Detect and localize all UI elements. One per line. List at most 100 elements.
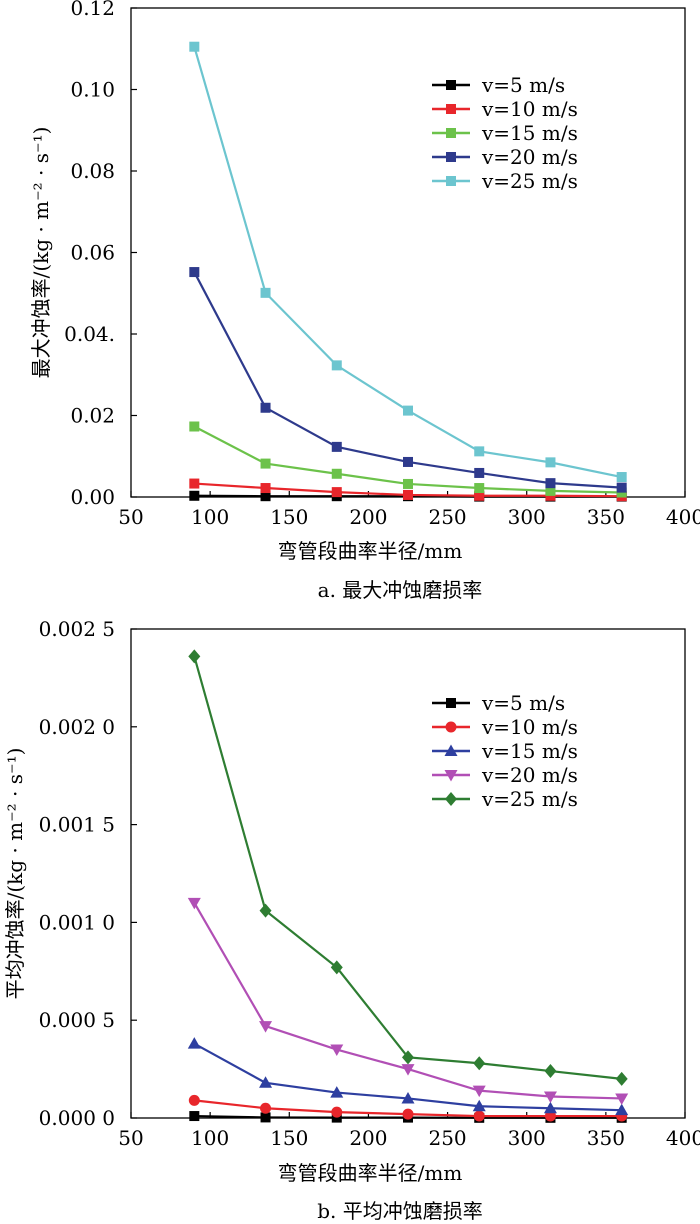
legend-label: v=10 m/s xyxy=(481,97,578,121)
data-point xyxy=(189,267,200,278)
data-point xyxy=(331,1106,343,1118)
series-line xyxy=(193,271,622,489)
y-axis-title: 最大冲蚀率/(kg · m⁻² · s⁻¹) xyxy=(29,127,53,379)
data-point xyxy=(401,1091,415,1104)
data-point xyxy=(403,405,413,416)
y-tick-label: 0.10 xyxy=(70,78,115,102)
x-tick-label: 250 xyxy=(428,505,466,529)
chart-a-max-erosion-rate: 50 100 150 200 250 300 350 400 0.00 0.02 0.04. 0.06… xyxy=(29,0,700,602)
chart-caption: b. 平均冲蚀磨损率 xyxy=(317,1199,483,1223)
data-point xyxy=(260,1112,271,1123)
plot-frame xyxy=(130,628,686,1119)
x-tick-label: 250 xyxy=(428,1126,466,1150)
series-1 xyxy=(188,1094,628,1122)
data-point xyxy=(330,1044,344,1057)
data-point xyxy=(472,1099,486,1112)
legend-marker xyxy=(446,698,456,708)
data-point xyxy=(331,487,342,498)
data-point xyxy=(260,491,271,502)
series-4 xyxy=(189,41,627,483)
x-tick-label: 50 xyxy=(118,505,143,529)
data-point xyxy=(403,489,413,500)
y-tick-label: 0.001 0 xyxy=(39,910,115,934)
data-point xyxy=(615,1103,629,1116)
data-point xyxy=(615,1093,629,1105)
legend-marker xyxy=(444,744,458,756)
data-point xyxy=(260,458,271,469)
x-tick-label: 200 xyxy=(349,505,387,529)
legend-marker xyxy=(444,770,458,782)
x-tick-label: 200 xyxy=(349,1126,387,1150)
plot-frame xyxy=(130,7,686,498)
y-tick-label: 0.001 5 xyxy=(39,813,115,837)
data-point xyxy=(189,478,200,489)
y-tick-label: 0.002 5 xyxy=(39,617,115,641)
data-point xyxy=(545,485,556,496)
data-point xyxy=(259,903,272,918)
legend-label: v=20 m/s xyxy=(481,763,578,787)
series-2 xyxy=(187,1037,629,1116)
y-tick-label: 0.00 xyxy=(70,485,115,509)
data-point xyxy=(401,1064,415,1076)
data-point xyxy=(187,897,201,910)
data-point xyxy=(402,1108,414,1120)
legend-label: v=5 m/s xyxy=(481,691,565,715)
x-tick-label: 400 xyxy=(666,505,700,529)
legend-label: v=25 m/s xyxy=(481,169,578,193)
x-tick-label: 50 xyxy=(118,1126,143,1150)
legend-marker xyxy=(446,80,456,90)
data-point xyxy=(331,468,342,479)
x-axis-title: 弯管段曲率半径/mm xyxy=(278,1161,463,1185)
data-point xyxy=(260,287,271,298)
legend: v=5 m/sv=10 m/sv=15 m/sv=20 m/sv=25 m/s xyxy=(432,73,578,193)
legend-label: v=10 m/s xyxy=(481,715,578,739)
data-point xyxy=(189,421,200,432)
legend-marker xyxy=(446,176,456,186)
data-point xyxy=(331,441,342,452)
data-point xyxy=(189,1111,200,1122)
data-point xyxy=(189,41,200,52)
data-point xyxy=(260,1102,272,1114)
x-tick-label: 300 xyxy=(508,505,546,529)
data-point xyxy=(189,490,200,501)
series-4 xyxy=(188,649,628,1086)
legend-label: v=20 m/s xyxy=(481,145,578,169)
data-point xyxy=(472,1085,486,1098)
data-point xyxy=(543,1101,557,1114)
y-tick-label: 0.04. xyxy=(64,322,115,346)
legend-marker xyxy=(446,128,456,138)
y-tick-label: 0.002 0 xyxy=(39,715,115,739)
data-point xyxy=(473,1056,486,1071)
legend-label: v=15 m/s xyxy=(481,121,578,145)
legend-marker xyxy=(445,792,457,806)
y-tick-label: 0.08 xyxy=(70,159,115,183)
legend-label: v=15 m/s xyxy=(481,739,578,763)
y-tick-label: 0.06 xyxy=(70,241,115,265)
data-point xyxy=(474,490,485,501)
data-point xyxy=(473,1110,485,1122)
y-axis-title: 平均冲蚀率/(kg · m⁻² · s⁻¹) xyxy=(3,748,27,1000)
x-tick-label: 350 xyxy=(587,1126,625,1150)
data-point xyxy=(545,478,556,489)
y-tick-label: 0.02 xyxy=(70,404,115,428)
y-tick-label: 0.000 0 xyxy=(39,1106,115,1130)
data-point xyxy=(187,1037,201,1049)
data-point xyxy=(545,457,556,468)
data-point xyxy=(615,1071,628,1086)
x-tick-label: 300 xyxy=(508,1126,546,1150)
data-point xyxy=(260,402,271,413)
data-point xyxy=(616,482,627,493)
data-point xyxy=(260,483,271,494)
data-point xyxy=(474,467,485,478)
data-point xyxy=(544,1110,556,1122)
x-tick-label: 350 xyxy=(587,505,625,529)
data-point xyxy=(543,1091,557,1103)
x-tick-label: 150 xyxy=(270,505,308,529)
data-point xyxy=(474,446,485,457)
legend-marker xyxy=(446,152,456,162)
x-tick-label: 150 xyxy=(270,1126,308,1150)
data-point xyxy=(402,1050,414,1065)
data-point xyxy=(403,456,413,467)
legend-label: v=25 m/s xyxy=(481,787,578,811)
